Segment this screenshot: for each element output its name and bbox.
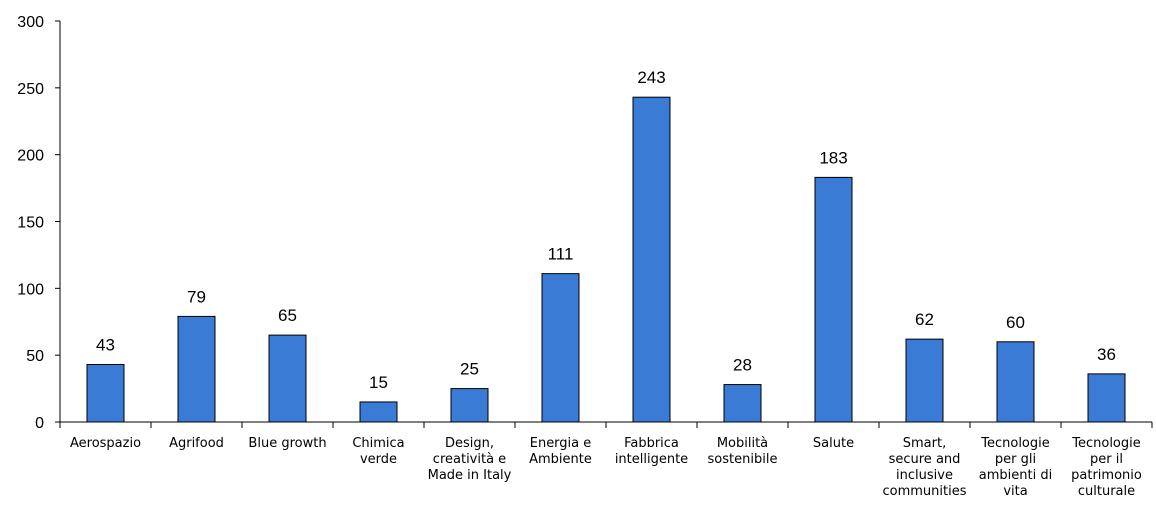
bar [450, 388, 489, 423]
x-tick-label-line: ambienti di [979, 468, 1052, 483]
x-tick-label: Agrifood [169, 436, 224, 451]
bar [359, 401, 398, 423]
x-tick-label-line: Agrifood [169, 436, 224, 451]
category-labels: Aerospazio Agrifood Blue growth Chimica verd… [70, 436, 1142, 499]
bar [177, 315, 216, 423]
x-tick-label: Design, creatività e Made in Italy [428, 436, 512, 483]
data-label: 243 [637, 68, 665, 87]
data-label: 62 [915, 310, 934, 329]
x-tick-label-line: culturale [1078, 484, 1135, 499]
x-tick-label-line: creatività e [433, 452, 506, 467]
x-tick-label: Salute [813, 436, 854, 451]
x-tick-label: Mobilità sostenibile [708, 436, 778, 467]
data-label: 28 [733, 356, 752, 375]
x-tick-label-line: intelligente [615, 452, 688, 467]
data-label: 183 [819, 148, 847, 167]
y-tick-label: 200 [17, 148, 44, 165]
x-tick-label-line: per il [1090, 452, 1123, 467]
x-tick-label-line: Mobilità [717, 436, 768, 451]
data-label: 25 [460, 360, 479, 379]
bar [905, 338, 944, 423]
x-tick-label-line: vita [1003, 484, 1027, 499]
x-tick-label-line: per gli [995, 452, 1036, 467]
x-axis [59, 421, 1153, 428]
bar [268, 334, 307, 423]
x-tick-label-line: Fabbrica [624, 436, 679, 451]
data-label: 60 [1006, 313, 1025, 332]
y-axis: 0 50 100 150 200 250 300 [17, 14, 61, 432]
x-tick-label-line: Made in Italy [428, 468, 512, 483]
x-tick-label: Smart, secure and inclusive communities [883, 436, 967, 499]
y-tick-label: 50 [26, 348, 44, 365]
y-tick-label: 0 [35, 415, 44, 432]
x-tick-label-line: Salute [813, 436, 854, 451]
x-tick-label: Tecnologie per gli ambienti di vita [979, 436, 1052, 499]
x-tick-label-line: inclusive [896, 468, 953, 483]
data-label: 43 [96, 336, 115, 355]
data-label: 111 [548, 245, 574, 264]
x-tick-label-line: Tecnologie [1071, 436, 1141, 451]
x-tick-label-line: Design, [445, 436, 494, 451]
data-label: 36 [1097, 345, 1116, 364]
x-tick-label-line: Blue growth [248, 436, 326, 451]
data-label: 15 [369, 373, 388, 392]
x-tick-label: Energia e Ambiente [529, 436, 592, 467]
data-label: 79 [187, 287, 206, 306]
bar [632, 96, 671, 423]
x-tick-label-line: secure and [889, 452, 961, 467]
x-tick-label-line: sostenibile [708, 452, 778, 467]
x-tick-label-line: Smart, [903, 436, 946, 451]
data-label: 65 [278, 306, 297, 325]
y-tick-label: 250 [17, 81, 44, 98]
bar [1087, 373, 1126, 423]
x-tick-label-line: communities [883, 484, 967, 499]
x-tick-label-line: Tecnologie [980, 436, 1050, 451]
bars [86, 96, 1126, 423]
y-tick-label: 100 [17, 281, 44, 298]
x-tick-label: Chimica verde [352, 436, 404, 467]
x-tick-label-line: Chimica [352, 436, 404, 451]
x-tick-label: Blue growth [248, 436, 326, 451]
y-tick-label: 150 [17, 215, 44, 232]
x-tick-label-line: Energia e [530, 436, 592, 451]
bar [723, 384, 762, 423]
y-tick-label: 300 [17, 14, 44, 31]
bar [86, 364, 125, 423]
x-tick-label-line: Ambiente [529, 452, 592, 467]
x-tick-label: Aerospazio [70, 436, 141, 451]
x-tick-label-line: verde [360, 452, 397, 467]
x-tick-label: Fabbrica intelligente [615, 436, 688, 467]
x-tick-label-line: Aerospazio [70, 436, 141, 451]
bar [814, 176, 853, 423]
bar [996, 341, 1035, 423]
data-labels: 43 79 65 15 25 111 243 28 183 62 60 36 [96, 68, 1116, 392]
x-tick-label: Tecnologie per il patrimonio culturale [1071, 436, 1142, 499]
bar [541, 273, 580, 423]
x-tick-label-line: patrimonio [1071, 468, 1142, 483]
